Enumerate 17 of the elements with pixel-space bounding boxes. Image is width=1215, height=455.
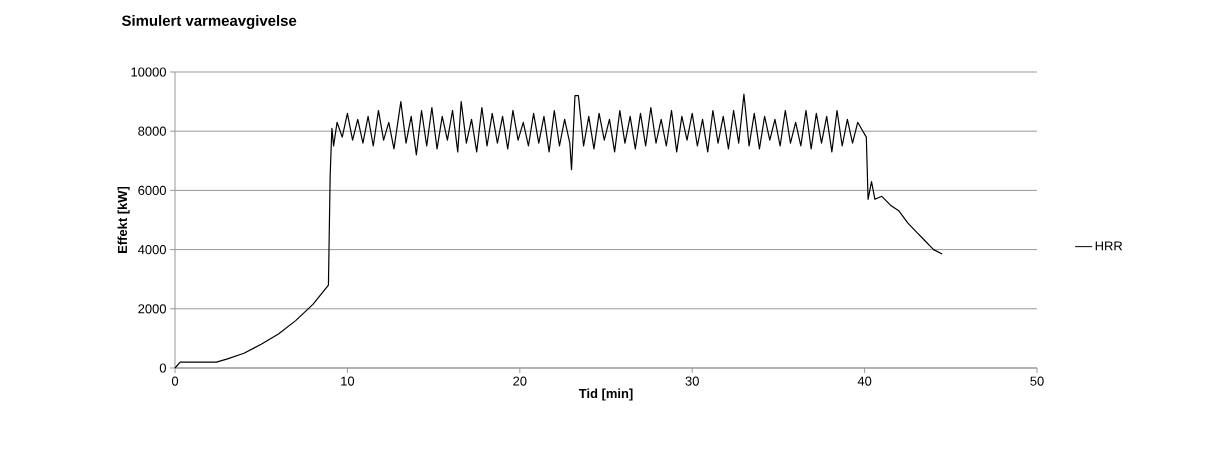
y-tick-label: 8000 [138,126,166,136]
x-axis-title: Tid [min] [578,388,633,401]
x-tick-label: 50 [1030,376,1044,386]
y-tick-label: 10000 [131,67,166,77]
y-tick-label: 4000 [137,245,166,255]
y-tick-label: 2000 [138,304,166,314]
y-tick-label: 0 [159,363,166,373]
x-tick-label: 20 [513,376,527,386]
x-tick-label: 30 [685,376,699,386]
x-tick-label: 40 [857,376,872,386]
x-tick-label: 0 [171,376,179,386]
legend-label: HRR [1095,241,1123,251]
y-tick-label: 6000 [138,185,166,195]
chart-title: Simulert varmeavgivelse [121,15,297,29]
line-series [174,93,943,369]
x-tick-label: 10 [341,376,355,386]
y-axis-title: Effekt [kW] [117,186,130,253]
